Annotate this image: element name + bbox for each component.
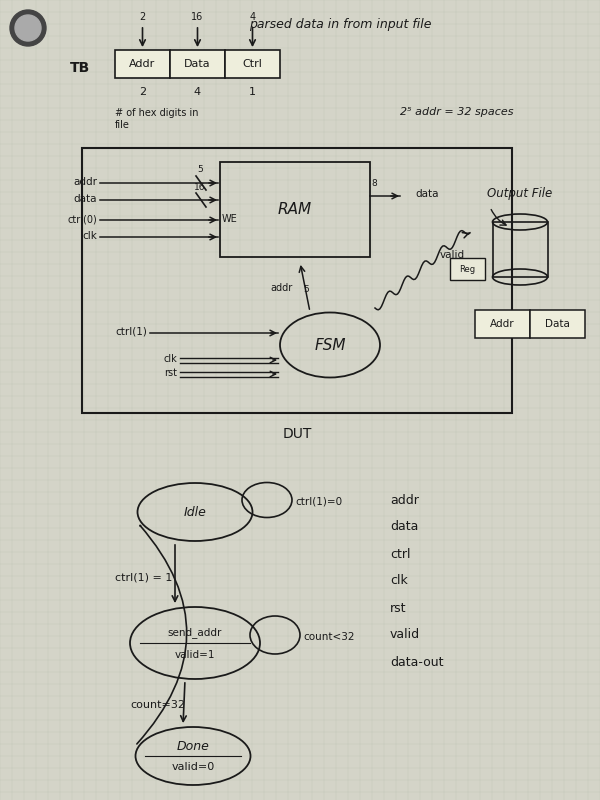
Text: 16: 16	[194, 183, 206, 192]
Text: ctrl(1) = 1: ctrl(1) = 1	[115, 573, 172, 582]
Text: data: data	[390, 521, 418, 534]
Text: Addr: Addr	[130, 59, 155, 69]
Text: ctrl(1): ctrl(1)	[115, 327, 147, 337]
Bar	[115, 50, 170, 78]
Bar	[225, 50, 280, 78]
Text: Addr: Addr	[490, 319, 514, 329]
Text: rst: rst	[390, 602, 407, 614]
Text: data: data	[74, 194, 97, 204]
Text: 2⁵ addr = 32 spaces: 2⁵ addr = 32 spaces	[400, 107, 514, 117]
Text: rst: rst	[164, 368, 177, 378]
Text: Idle: Idle	[184, 506, 206, 518]
Text: 5: 5	[197, 165, 203, 174]
Bar	[493, 222, 548, 277]
Text: # of hex digits in: # of hex digits in	[115, 108, 199, 118]
Bar	[450, 258, 485, 280]
Text: send_addr: send_addr	[168, 627, 222, 638]
Text: valid=1: valid=1	[175, 650, 215, 660]
Text: ctrl(1)=0: ctrl(1)=0	[295, 497, 342, 507]
Text: valid: valid	[390, 629, 420, 642]
Text: 5: 5	[303, 285, 309, 294]
Text: clk: clk	[390, 574, 408, 587]
Text: file: file	[115, 120, 130, 130]
Text: parsed data in from input file: parsed data in from input file	[249, 18, 431, 31]
Text: clk: clk	[82, 231, 97, 241]
Text: 4: 4	[194, 87, 201, 97]
Text: 8: 8	[371, 179, 377, 188]
Text: data-out: data-out	[390, 655, 443, 669]
Text: addr: addr	[271, 283, 293, 293]
Text: valid: valid	[440, 250, 465, 260]
Circle shape	[15, 15, 41, 41]
Text: addr: addr	[73, 177, 97, 187]
Text: DUT: DUT	[283, 427, 311, 441]
Text: WE: WE	[222, 214, 238, 224]
Text: data: data	[415, 189, 439, 199]
Text: RAM: RAM	[278, 202, 312, 217]
Text: Output File: Output File	[487, 187, 553, 200]
FancyArrowPatch shape	[137, 526, 187, 744]
Text: TB: TB	[70, 61, 90, 75]
Text: valid=0: valid=0	[172, 762, 215, 772]
Text: 4: 4	[250, 12, 256, 22]
Text: clk: clk	[163, 354, 177, 364]
Text: ctrl(0): ctrl(0)	[67, 214, 97, 224]
Bar	[170, 50, 225, 78]
Text: 2: 2	[139, 12, 146, 22]
Text: 16: 16	[191, 12, 203, 22]
Text: count<32: count<32	[303, 632, 355, 642]
Bar	[530, 310, 585, 338]
Bar	[220, 162, 370, 257]
Bar	[82, 148, 512, 413]
Text: Reg: Reg	[459, 266, 475, 274]
Text: count=32: count=32	[130, 699, 185, 710]
Text: 1: 1	[249, 87, 256, 97]
Text: ctrl: ctrl	[390, 547, 410, 561]
Circle shape	[10, 10, 46, 46]
Text: Data: Data	[545, 319, 569, 329]
Text: 2: 2	[139, 87, 146, 97]
Text: Done: Done	[176, 741, 209, 754]
Bar	[475, 310, 530, 338]
Text: FSM: FSM	[314, 338, 346, 353]
Text: Data: Data	[184, 59, 211, 69]
Text: Ctrl: Ctrl	[242, 59, 262, 69]
Text: addr: addr	[390, 494, 419, 506]
